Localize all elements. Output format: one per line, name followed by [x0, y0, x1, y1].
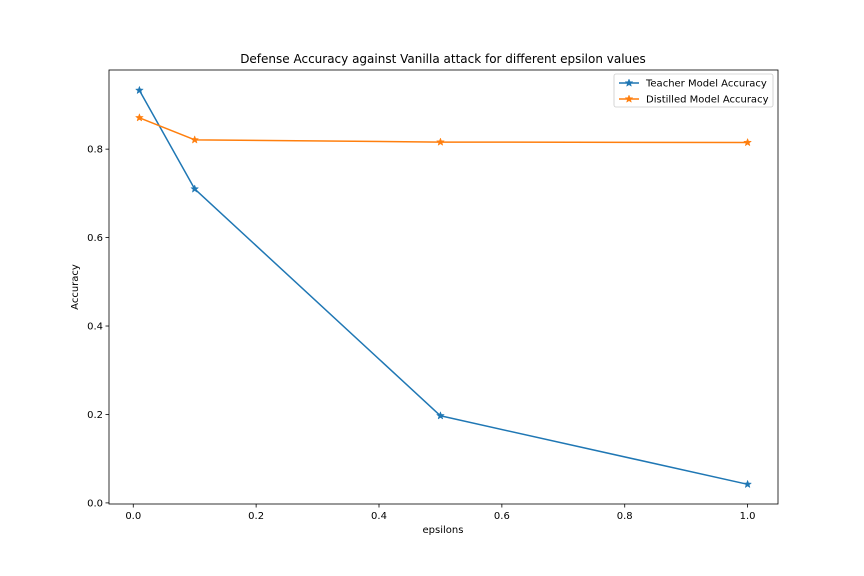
legend: Teacher Model Accuracy Distilled Model Ac…	[613, 73, 774, 108]
data-point-teacher-model-accuracy	[190, 184, 200, 193]
x-tick-label: 0.0	[125, 511, 141, 522]
x-tick-label: 1.0	[740, 511, 756, 522]
data-point-distilled-model-accuracy	[190, 135, 200, 144]
x-tick-label: 0.8	[617, 511, 633, 522]
y-tick-label: 0.8	[87, 145, 103, 156]
data-point-distilled-model-accuracy	[435, 137, 445, 146]
legend-box	[613, 73, 774, 108]
legend-marker-teacher-model-accuracy	[624, 78, 634, 87]
x-tick-label: 0.6	[494, 511, 510, 522]
data-point-teacher-model-accuracy	[435, 411, 445, 420]
axes-frame	[108, 69, 779, 505]
y-tick-label: 0.6	[87, 233, 103, 244]
data-point-distilled-model-accuracy	[134, 113, 144, 122]
x-tick-label: 0.2	[248, 511, 264, 522]
series-line-distilled-model-accuracy	[139, 117, 748, 144]
plot-area: 0.0 0.2 0.4 0.6 0.8 1.0 0.0 0.2 0.4 0.6 0.8	[87, 69, 779, 522]
legend-label-teacher-model-accuracy: Teacher Model Accuracy	[645, 79, 767, 90]
legend-label-distilled-model-accuracy: Distilled Model Accuracy	[646, 95, 769, 106]
y-axis-label: Accuracy	[70, 264, 81, 310]
y-tick-label: 0.2	[87, 410, 103, 421]
legend-marker-distilled-model-accuracy	[624, 94, 634, 103]
y-tick-label: 0.0	[87, 498, 103, 509]
y-tick-label: 0.4	[87, 322, 103, 333]
data-point-teacher-model-accuracy	[134, 85, 144, 95]
series-line-teacher-model-accuracy	[138, 89, 748, 486]
data-point-teacher-model-accuracy	[743, 479, 753, 489]
x-axis-label: epsilons	[423, 525, 464, 536]
x-tick-label: 0.4	[371, 511, 387, 522]
data-point-distilled-model-accuracy	[743, 137, 753, 147]
chart-title: Defense Accuracy against Vanilla attack …	[240, 52, 646, 66]
